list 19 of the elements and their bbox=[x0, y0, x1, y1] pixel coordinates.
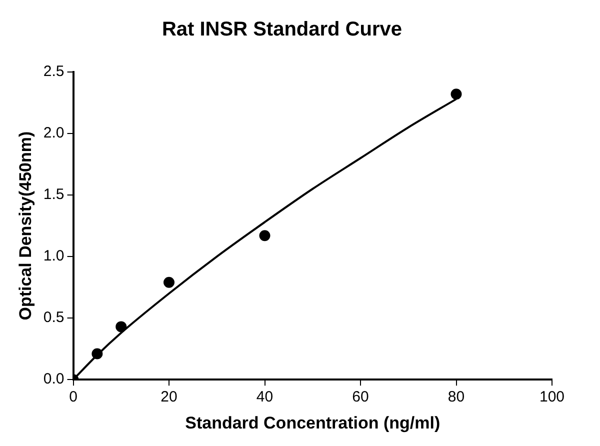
point bbox=[164, 276, 174, 288]
x-tick-label: 0 bbox=[69, 388, 78, 406]
point bbox=[116, 321, 127, 332]
y-axis-title: Optical Density(450nm) bbox=[16, 131, 35, 320]
y-tick-label: 1.5 bbox=[43, 186, 64, 204]
chart-title: Rat INSR Standard Curve bbox=[162, 18, 402, 41]
point bbox=[259, 230, 270, 242]
x-tick-label: 100 bbox=[539, 388, 565, 406]
x-tick-label: 80 bbox=[448, 388, 465, 406]
x-tick-label: 40 bbox=[256, 388, 274, 406]
x-axis-title: Standard Concentration (ng/ml) bbox=[185, 413, 440, 432]
y-tick-label: 0.5 bbox=[43, 309, 64, 326]
point bbox=[450, 88, 462, 100]
y-tick-label: 2.0 bbox=[43, 124, 64, 142]
y-tick-label: 2.5 bbox=[43, 63, 64, 80]
y-tick-label: 0.0 bbox=[43, 370, 64, 388]
x-tick-label: 60 bbox=[352, 388, 369, 406]
x-tick-label: 20 bbox=[160, 388, 178, 406]
y-tick-label: 1.0 bbox=[43, 248, 64, 265]
